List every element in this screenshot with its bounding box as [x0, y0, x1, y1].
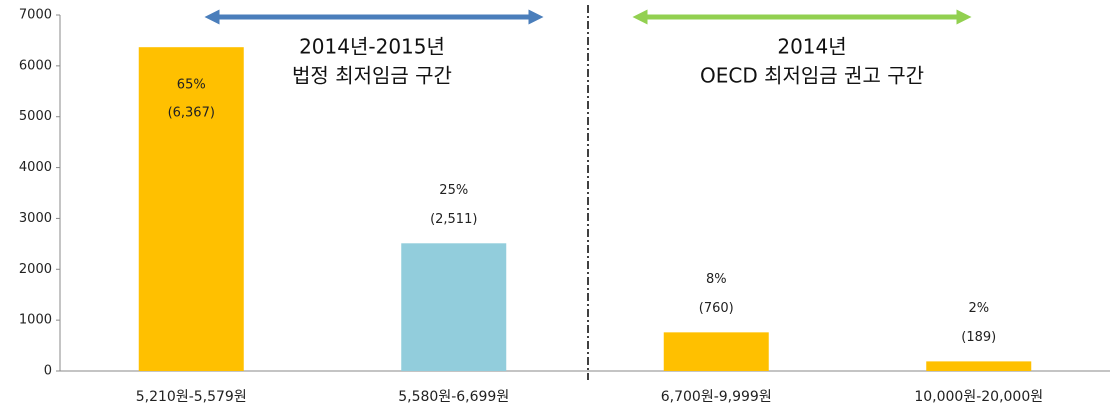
y-tick-label: 7000 — [19, 8, 52, 23]
annotation: 법정 최저임금 구간 — [292, 64, 452, 88]
y-tick-label: 3000 — [19, 211, 52, 226]
y-tick-label: 2000 — [19, 262, 52, 277]
value-label: (6,367) — [168, 106, 215, 121]
y-tick-label: 6000 — [19, 58, 52, 73]
annotation: OECD 최저임금 권고 구간 — [700, 64, 924, 88]
share-label: 25% — [439, 183, 468, 198]
x-tick-label: 5,580원-6,699원 — [398, 389, 509, 405]
x-tick-label: 5,210원-5,579원 — [136, 389, 247, 405]
bar — [663, 332, 769, 371]
y-tick-label: 4000 — [19, 160, 52, 175]
value-label: (760) — [699, 301, 734, 316]
bar — [401, 243, 507, 371]
y-tick-label: 5000 — [19, 109, 52, 124]
bar — [926, 361, 1032, 371]
value-label: (2,511) — [430, 212, 477, 227]
bar — [138, 47, 244, 372]
share-label: 65% — [177, 78, 206, 93]
share-label: 2% — [968, 301, 989, 316]
y-tick-label: 0 — [44, 364, 52, 379]
y-tick-label: 1000 — [19, 313, 52, 328]
x-tick-label: 10,000원-20,000원 — [914, 389, 1043, 405]
x-tick-label: 6,700원-9,999원 — [661, 389, 772, 405]
annotation: 2014년-2015년 — [299, 35, 445, 59]
annotation: 2014년 — [777, 35, 846, 59]
value-label: (189) — [961, 330, 996, 345]
share-label: 8% — [706, 272, 727, 287]
